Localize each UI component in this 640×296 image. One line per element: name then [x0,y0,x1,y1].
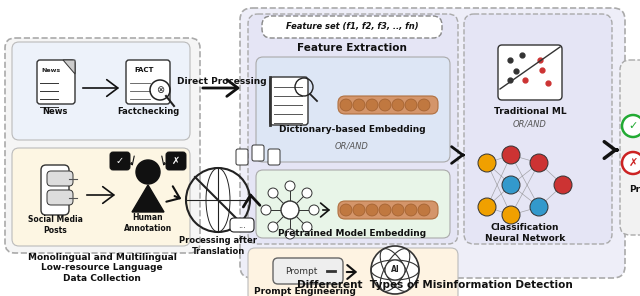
Text: ✓: ✓ [116,156,124,166]
Text: ✗: ✗ [628,158,637,168]
FancyBboxPatch shape [236,149,248,165]
FancyBboxPatch shape [256,170,450,238]
Circle shape [554,176,572,194]
Circle shape [268,222,278,232]
Polygon shape [63,60,75,74]
Circle shape [502,206,520,224]
Circle shape [379,99,391,111]
Circle shape [285,229,295,239]
Circle shape [353,204,365,216]
Text: Feature Extraction: Feature Extraction [297,43,407,53]
FancyBboxPatch shape [240,8,625,278]
FancyBboxPatch shape [12,148,190,246]
Circle shape [405,99,417,111]
FancyBboxPatch shape [12,42,190,140]
Text: OR/AND: OR/AND [335,141,369,150]
Text: News: News [42,67,61,73]
FancyBboxPatch shape [248,14,458,244]
Text: FACT: FACT [134,67,154,73]
Circle shape [622,115,640,137]
FancyBboxPatch shape [620,60,640,235]
Circle shape [392,99,404,111]
Text: Pretrained Model Embedding: Pretrained Model Embedding [278,229,426,237]
FancyBboxPatch shape [464,14,612,244]
Text: ...: ... [238,221,246,229]
Text: ✓: ✓ [628,121,637,131]
Text: Factchecking: Factchecking [117,107,179,117]
Text: Monolingual and Multilingual
Low-resource Language
Data Collection: Monolingual and Multilingual Low-resourc… [28,253,177,283]
FancyBboxPatch shape [338,96,438,114]
Circle shape [285,181,295,191]
Circle shape [478,198,496,216]
Circle shape [281,201,299,219]
Text: Direct Processing: Direct Processing [177,78,267,86]
Text: ⊗: ⊗ [156,85,164,95]
Circle shape [530,154,548,172]
Circle shape [340,204,352,216]
Text: Social Media
Posts: Social Media Posts [28,215,83,235]
Circle shape [530,198,548,216]
Text: AI: AI [390,266,399,274]
Circle shape [309,205,319,215]
Text: Differerent  Types of Misinformation Detection: Differerent Types of Misinformation Dete… [297,280,573,290]
Text: Human
Annotation: Human Annotation [124,213,172,233]
Text: Prompt: Prompt [285,266,317,276]
Text: Processing after
Translation: Processing after Translation [179,236,257,256]
FancyBboxPatch shape [273,258,343,284]
FancyBboxPatch shape [248,248,458,296]
FancyBboxPatch shape [37,60,75,104]
FancyBboxPatch shape [252,145,264,161]
Circle shape [366,204,378,216]
FancyBboxPatch shape [110,152,130,170]
Text: ✗: ✗ [172,156,180,166]
Circle shape [268,188,278,198]
Circle shape [302,222,312,232]
Circle shape [405,204,417,216]
FancyBboxPatch shape [338,201,438,219]
FancyBboxPatch shape [5,38,200,253]
Text: Traditional ML: Traditional ML [493,107,566,115]
Text: Prompt Engineering: Prompt Engineering [254,287,356,296]
Text: Feature set (f1, f2, f3, .., fn): Feature set (f1, f2, f3, .., fn) [285,22,419,31]
Text: Prediction: Prediction [629,186,640,194]
Circle shape [418,99,430,111]
FancyBboxPatch shape [256,57,450,162]
Circle shape [261,205,271,215]
Text: News: News [42,107,68,117]
Circle shape [478,154,496,172]
Circle shape [136,160,160,184]
Circle shape [502,146,520,164]
FancyBboxPatch shape [230,218,254,232]
Circle shape [502,176,520,194]
Text: Classification
Neural Network: Classification Neural Network [485,223,565,243]
FancyBboxPatch shape [268,149,280,165]
FancyBboxPatch shape [47,171,73,186]
Circle shape [392,204,404,216]
Circle shape [366,99,378,111]
Circle shape [418,204,430,216]
Circle shape [385,260,405,280]
Circle shape [379,204,391,216]
Text: OR/AND: OR/AND [513,120,547,128]
FancyBboxPatch shape [126,60,170,104]
FancyBboxPatch shape [498,45,562,100]
Circle shape [622,152,640,174]
Circle shape [340,99,352,111]
FancyBboxPatch shape [166,152,186,170]
Circle shape [302,188,312,198]
FancyBboxPatch shape [262,16,442,38]
FancyBboxPatch shape [41,165,69,215]
Polygon shape [132,185,164,212]
Circle shape [371,246,419,294]
Text: Dictionary-based Embedding: Dictionary-based Embedding [278,126,426,134]
Circle shape [353,99,365,111]
FancyBboxPatch shape [47,190,73,205]
FancyBboxPatch shape [270,77,308,125]
